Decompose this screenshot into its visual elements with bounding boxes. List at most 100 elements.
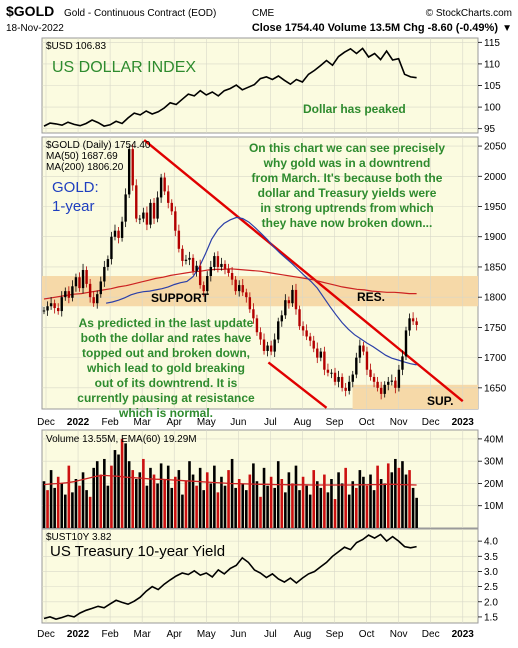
volume-bar xyxy=(362,476,365,528)
candle-body xyxy=(46,306,49,311)
candle-body xyxy=(74,277,78,287)
annotation-bottom-line: which is normal. xyxy=(118,406,213,420)
candle-body xyxy=(326,369,330,373)
candle-body xyxy=(174,211,177,231)
candle-body xyxy=(262,339,266,351)
volume-bar xyxy=(181,494,184,528)
volume-bar xyxy=(85,490,88,528)
usd-tick-label: 95 xyxy=(484,124,496,135)
support-zone xyxy=(42,276,478,307)
volume-bar xyxy=(401,461,404,528)
volume-bar xyxy=(262,467,266,528)
volume-bar xyxy=(227,470,230,528)
header-quote-arrow: ▼ xyxy=(502,23,512,34)
volume-tick-label: 40M xyxy=(484,434,503,445)
header-name: Gold - Continuous Contract (EOD) xyxy=(64,8,216,19)
header-symbol: $GOLD xyxy=(6,3,54,19)
gold-x-label: Apr xyxy=(166,417,182,428)
candle-body xyxy=(280,315,283,322)
volume-tick-label: 10M xyxy=(484,501,503,512)
candle-body xyxy=(92,297,95,304)
candle-body xyxy=(337,376,340,382)
usd-y-axis: 95 100 105 110 115 xyxy=(478,38,501,135)
volume-bar xyxy=(230,458,234,528)
ust-x-label: Oct xyxy=(359,629,375,640)
candle-body xyxy=(117,230,120,238)
gold-period-label: 1-year xyxy=(52,198,95,215)
candle-body xyxy=(202,285,205,292)
candle-body xyxy=(56,308,60,312)
ust-x-label: Feb xyxy=(102,629,120,640)
candle-body xyxy=(355,357,358,375)
gold-x-label: 2023 xyxy=(452,417,475,428)
candle-body xyxy=(379,387,383,394)
candle-body xyxy=(88,283,92,298)
volume-bar xyxy=(131,470,135,528)
volume-bar xyxy=(284,492,287,528)
candle-body xyxy=(358,345,362,358)
volume-bar xyxy=(120,438,124,528)
candle-body xyxy=(323,351,326,370)
candle-body xyxy=(351,374,354,382)
gold-tick-label: 1650 xyxy=(484,383,507,394)
volume-bar xyxy=(344,467,347,528)
volume-bar xyxy=(358,470,362,528)
candle-body xyxy=(188,257,191,260)
candle-body xyxy=(64,291,67,298)
ust-x-label: 2023 xyxy=(452,629,475,640)
volume-bar xyxy=(276,461,280,528)
candle-body xyxy=(120,221,124,238)
ust-x-label: Dec xyxy=(37,629,55,640)
gold-tick-label: 2050 xyxy=(484,142,507,153)
usd-tick-label: 110 xyxy=(484,59,500,70)
candle-body xyxy=(237,285,241,292)
annotation-bottom-line: currently pausing at resistance xyxy=(77,391,255,405)
candle-body xyxy=(209,266,213,277)
volume-bar xyxy=(149,467,152,528)
candle-body xyxy=(191,257,195,272)
candle-body xyxy=(376,381,379,388)
sup-label: SUP. xyxy=(427,394,453,408)
volume-bar xyxy=(337,472,340,528)
candle-body xyxy=(369,369,372,377)
volume-bar xyxy=(372,490,376,528)
candle-body xyxy=(60,297,63,312)
volume-bar xyxy=(312,470,316,528)
candle-body xyxy=(220,263,223,267)
volume-bar xyxy=(273,487,276,528)
volume-bar xyxy=(202,490,206,528)
candle-body xyxy=(330,372,333,374)
gold-x-axis: Dec 2022 Feb Mar Apr May Jun Jul Aug Sep Oct Nov Dec… xyxy=(37,417,474,428)
candle-body xyxy=(255,318,259,333)
ust10y-y-axis: 1.5 2.0 2.5 3.0 3.5 4.0 xyxy=(478,537,498,623)
candle-body xyxy=(156,197,159,219)
volume-bar xyxy=(106,485,110,528)
volume-legend: Volume 13.55M, EMA(60) 19.29M xyxy=(46,434,197,445)
volume-bar xyxy=(78,485,81,528)
volume-bar xyxy=(255,481,259,528)
candle-body xyxy=(234,279,237,292)
ust-x-label: Nov xyxy=(390,629,408,640)
candle-body xyxy=(269,345,273,352)
candle-body xyxy=(227,268,230,273)
candle-body xyxy=(99,281,102,295)
volume-bar xyxy=(163,479,166,528)
usd-annotation: Dollar has peaked xyxy=(303,102,406,116)
candle-body xyxy=(138,218,142,220)
gold-x-label: May xyxy=(197,417,216,428)
volume-bar xyxy=(266,485,269,528)
ust10y-line xyxy=(43,533,417,620)
volume-bar xyxy=(220,476,223,528)
header-exchange: CME xyxy=(252,8,275,19)
candle-body xyxy=(149,202,152,225)
candle-body xyxy=(85,269,88,284)
candle-body xyxy=(408,318,411,331)
candle-body xyxy=(230,273,234,280)
candle-body xyxy=(124,194,127,222)
header-quote: Close 1754.40 Volume 13.5M Chg -8.60 (-0… xyxy=(252,22,499,34)
candle-body xyxy=(362,345,365,352)
ma50-line xyxy=(105,216,417,366)
candle-body xyxy=(42,310,46,312)
usd-gridlines xyxy=(42,38,478,133)
volume-tick-label: 30M xyxy=(484,457,503,468)
